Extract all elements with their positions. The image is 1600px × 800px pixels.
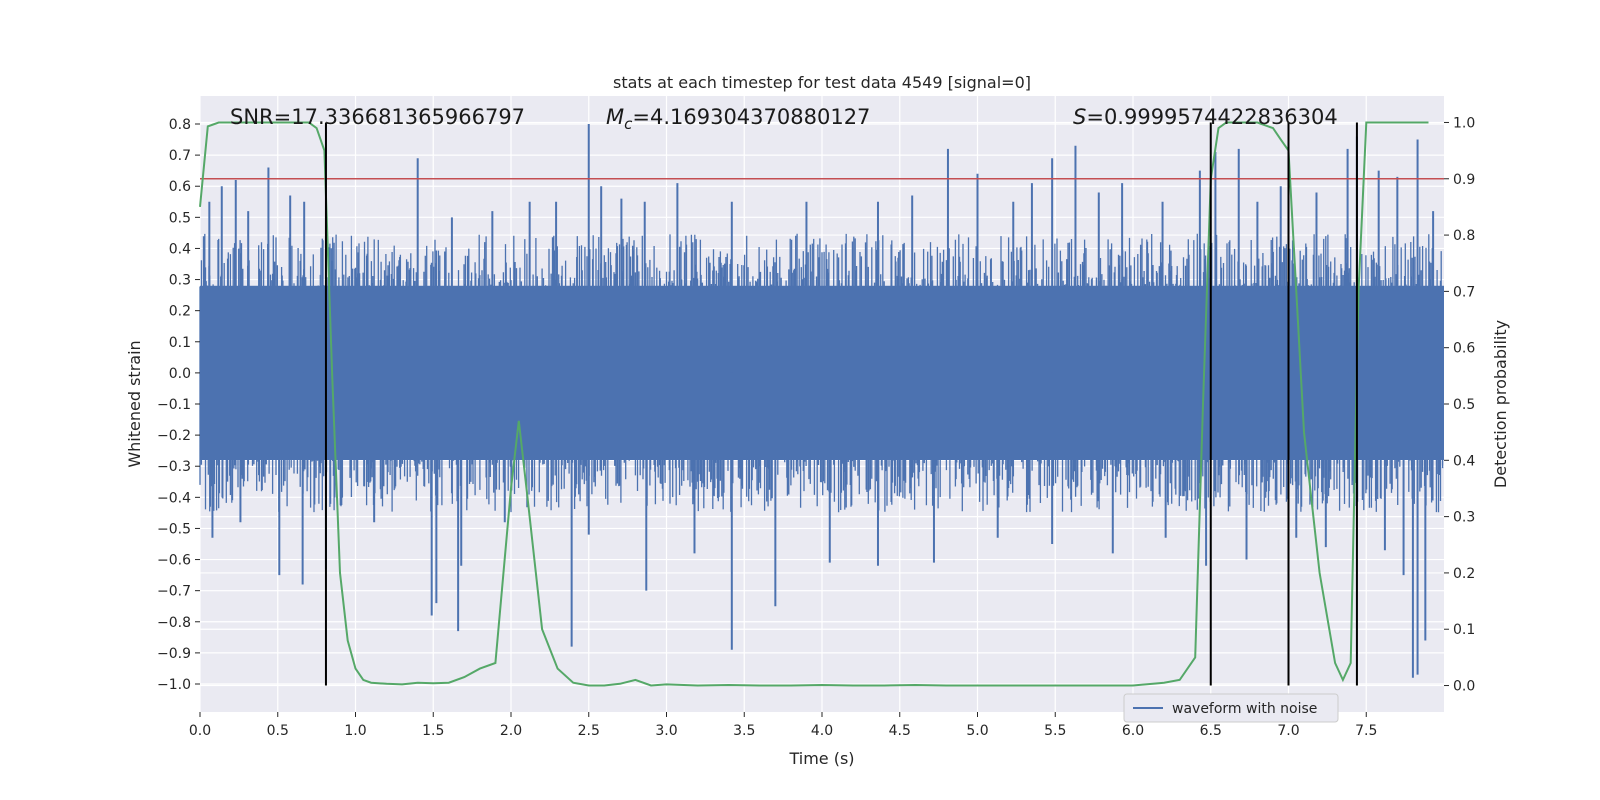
- y-tick-label: 0.7: [169, 148, 191, 164]
- chart-title: stats at each timestep for test data 454…: [613, 73, 1031, 92]
- y-tick-label: 0.1: [169, 335, 191, 351]
- y-tick-label: 0.4: [169, 241, 191, 257]
- s-symbol: S: [1073, 105, 1086, 129]
- snr-annotation: SNR=17.336681365966797: [230, 105, 525, 129]
- x-tick-label: 6.0: [1122, 723, 1144, 739]
- x-tick-label: 2.5: [578, 723, 600, 739]
- x-tick-label: 0.5: [267, 723, 289, 739]
- y-tick-label: 0.2: [169, 304, 191, 320]
- detection-probability-series: [199, 121, 1429, 687]
- waveform-series: [199, 124, 1444, 678]
- mc-subscript: c: [624, 115, 633, 133]
- y-tick-label: −0.6: [157, 553, 191, 569]
- mc-symbol: M: [606, 105, 624, 129]
- chirp-mass-annotation: Mc=4.169304370880127: [606, 105, 870, 133]
- y2-tick-label: 0.9: [1453, 172, 1475, 188]
- legend[interactable]: waveform with noise: [1123, 693, 1339, 723]
- x-tick-label: 4.5: [889, 723, 911, 739]
- x-tick-label: 3.0: [655, 723, 677, 739]
- x-tick-label: 0.0: [189, 723, 211, 739]
- y-tick-label: −0.4: [157, 490, 191, 506]
- y2-axis-label: Detection probability: [1491, 320, 1510, 488]
- waveform-core: [200, 285, 1444, 460]
- y-tick-label: 0.3: [169, 273, 191, 289]
- x-axis-label: Time (s): [788, 749, 854, 768]
- mc-value: =4.169304370880127: [632, 105, 870, 129]
- score-annotation: S=0.9999574422836304: [1073, 105, 1338, 129]
- x-tick-label: 5.0: [966, 723, 988, 739]
- x-tick-label: 4.0: [811, 723, 833, 739]
- y2-tick-label: 0.6: [1453, 341, 1475, 357]
- y-tick-label: 0.8: [169, 117, 191, 133]
- y2-tick-label: 0.4: [1453, 453, 1475, 469]
- y-tick-label: −0.5: [157, 521, 191, 537]
- axes: 0.0 0.5 1.0 1.5 2.0 2.5 3.0 3.5 4.0 4.5 5.0 5.5 6.0 6…: [157, 115, 1475, 739]
- y-tick-label: −0.3: [157, 459, 191, 475]
- x-tick-label: 7.0: [1277, 723, 1299, 739]
- x-tick-label: 5.5: [1044, 723, 1066, 739]
- y2-tick-label: 1.0: [1453, 115, 1475, 131]
- y2-tick-label: 0.3: [1453, 510, 1475, 526]
- y2-tick-label: 0.8: [1453, 228, 1475, 244]
- y-tick-label: −1.0: [157, 677, 191, 693]
- y-tick-label: 0.0: [169, 366, 191, 382]
- legend-box: [1123, 693, 1339, 723]
- y2-tick-label: 0.1: [1453, 622, 1475, 638]
- event-markers: [324, 122, 1358, 686]
- y2-tick-label: 0.5: [1453, 397, 1475, 413]
- x-tick-label: 2.0: [500, 723, 522, 739]
- y-axis-label: Whitened strain: [125, 340, 144, 467]
- y-tick-label: −0.2: [157, 428, 191, 444]
- x-tick-label: 1.0: [344, 723, 366, 739]
- y-tick-label: −0.1: [157, 397, 191, 413]
- y2-tick-label: 0.7: [1453, 284, 1475, 300]
- detection-probability-line: [199, 121, 1429, 687]
- x-tick-label: 3.5: [733, 723, 755, 739]
- y-tick-label: −0.8: [157, 615, 191, 631]
- y-tick-label: 0.5: [169, 210, 191, 226]
- y2-tick-label: 0.2: [1453, 566, 1475, 582]
- x-tick-label: 7.5: [1355, 723, 1377, 739]
- x-tick-label: 6.5: [1200, 723, 1222, 739]
- y2-tick-label: 0.0: [1453, 679, 1475, 695]
- x-tick-label: 1.5: [422, 723, 444, 739]
- y-tick-label: 0.6: [169, 179, 191, 195]
- s-value: =0.9999574422836304: [1086, 105, 1337, 129]
- legend-label: waveform with noise: [1172, 701, 1317, 717]
- y-tick-label: −0.9: [157, 646, 191, 662]
- y-tick-label: −0.7: [157, 584, 191, 600]
